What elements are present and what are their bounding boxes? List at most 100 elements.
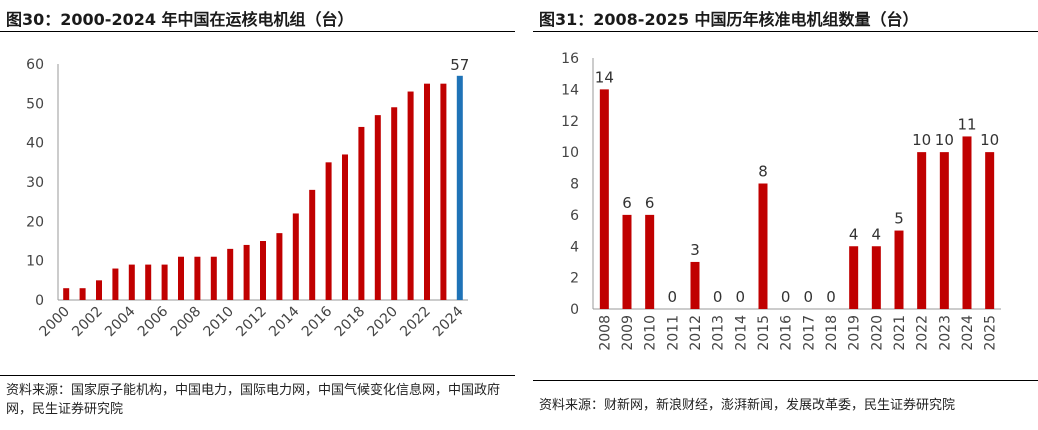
bar: [243, 244, 250, 300]
y-tick-label: 6: [570, 208, 579, 224]
data-label: 0: [713, 288, 723, 306]
y-tick-label: 2: [570, 271, 579, 287]
bar: [622, 214, 632, 309]
y-tick-label: 40: [26, 136, 44, 152]
data-label: 14: [595, 68, 614, 86]
x-tick-label: 2015: [756, 315, 772, 351]
bar: [962, 136, 972, 309]
y-tick-label: 10: [26, 254, 44, 270]
title-divider: [533, 31, 1038, 32]
y-tick-label: 14: [561, 82, 579, 98]
x-tick-label: 2024: [960, 315, 976, 351]
x-tick-label: 2013: [711, 315, 727, 351]
data-label: 4: [872, 225, 882, 243]
bar: [391, 107, 398, 301]
bar: [112, 268, 119, 300]
bar: [309, 189, 316, 300]
x-tick-label: 2016: [299, 303, 336, 340]
chart-title: 图31：2008-2025 中国历年核准电机组数量（台）: [539, 10, 919, 29]
bar: [358, 126, 365, 300]
bar: [424, 83, 430, 300]
x-tick-label: 2018: [332, 304, 369, 341]
x-tick-label: 2024: [430, 303, 467, 340]
x-tick-label: 2006: [135, 303, 172, 340]
data-label: 10: [912, 131, 931, 149]
x-tick-label: 2014: [733, 315, 749, 351]
bar: [985, 152, 995, 309]
y-tick-label: 10: [561, 145, 579, 161]
title-divider: [0, 31, 515, 32]
bar: [194, 256, 201, 300]
x-tick-label: 2011: [665, 315, 681, 351]
bar: [96, 280, 102, 300]
x-tick-label: 2010: [201, 304, 238, 341]
x-tick-label: 2021: [892, 315, 908, 351]
bar: [894, 230, 904, 309]
x-tick-label: 2010: [643, 315, 659, 351]
x-tick-label: 2016: [779, 315, 795, 351]
bar: [342, 154, 348, 300]
bar: [917, 152, 927, 309]
data-label: 5: [894, 210, 904, 228]
y-tick-label: 50: [26, 96, 44, 112]
bar: [161, 264, 168, 300]
x-tick-label: 2022: [915, 315, 931, 351]
source-divider: [533, 380, 1038, 381]
source-note: 资料来源：财新网，新浪财经，澎湃新闻，发展改革委，民生证券研究院: [539, 398, 956, 413]
x-tick-label: 2008: [168, 304, 205, 341]
data-label: 0: [668, 288, 678, 306]
x-tick-label: 2017: [801, 315, 817, 351]
bar: [849, 246, 859, 309]
x-tick-label: 2009: [620, 315, 636, 351]
data-label: 0: [826, 288, 836, 306]
y-tick-label: 8: [570, 177, 579, 193]
bar: [325, 162, 332, 300]
source-divider: [0, 375, 515, 376]
x-tick-label: 2019: [847, 315, 863, 351]
bar: [374, 115, 381, 300]
data-label: 10: [935, 131, 954, 149]
x-tick-label: 2020: [365, 304, 402, 341]
bar: [645, 214, 655, 309]
bar: [79, 288, 86, 300]
bar: [599, 89, 609, 309]
chart-panel-installed-units: 图30：2000-2024 年中国在运核电机组（台） 0 10 20 30 40 50 60…: [0, 0, 515, 430]
data-label: 3: [690, 241, 700, 259]
data-label: 4: [849, 225, 859, 243]
data-label: 0: [804, 288, 814, 306]
x-tick-label: 2014: [266, 303, 303, 340]
bar: [690, 261, 700, 309]
x-tick-label: 2004: [102, 303, 139, 340]
x-tick-label: 2023: [937, 315, 953, 351]
bar: [276, 233, 283, 300]
y-tick-label: 0: [570, 302, 579, 318]
installed-units-bar-chart: 0102030405060200020022004200620082010201…: [26, 56, 469, 341]
approved-units-bar-chart: 0 2 4 6 8 10 12 14 16 14 2008 6 2009 6 2010 0 2011 3 2012 0…: [561, 51, 1001, 351]
x-tick-label: 2012: [688, 315, 704, 351]
y-tick-label: 16: [561, 51, 579, 67]
y-tick-label: 4: [570, 239, 579, 255]
bar: [227, 248, 234, 300]
data-label: 6: [622, 194, 632, 212]
data-label: 10: [980, 131, 999, 149]
chart-panel-approved-units: 图31：2008-2025 中国历年核准电机组数量（台） 0 2 4 6 8 10 12 14…: [533, 0, 1038, 430]
bar: [939, 152, 949, 309]
bar: [210, 256, 217, 300]
bar: [63, 288, 70, 300]
bar: [260, 241, 266, 300]
y-tick-label: 12: [561, 114, 579, 130]
y-tick-label: 0: [35, 293, 44, 309]
bar: [407, 91, 414, 301]
y-tick-label: 30: [26, 175, 44, 191]
x-tick-label: 2018: [824, 315, 840, 351]
chart-title: 图30：2000-2024 年中国在运核电机组（台）: [6, 10, 354, 29]
data-label: 8: [758, 163, 768, 181]
bar: [440, 83, 447, 300]
data-label: 57: [450, 56, 469, 74]
bar: [145, 264, 152, 300]
data-label: 0: [781, 288, 791, 306]
x-tick-label: 2002: [69, 304, 106, 341]
x-tick-label: 2020: [869, 315, 885, 351]
bar: [758, 183, 768, 309]
bar: [128, 264, 135, 300]
